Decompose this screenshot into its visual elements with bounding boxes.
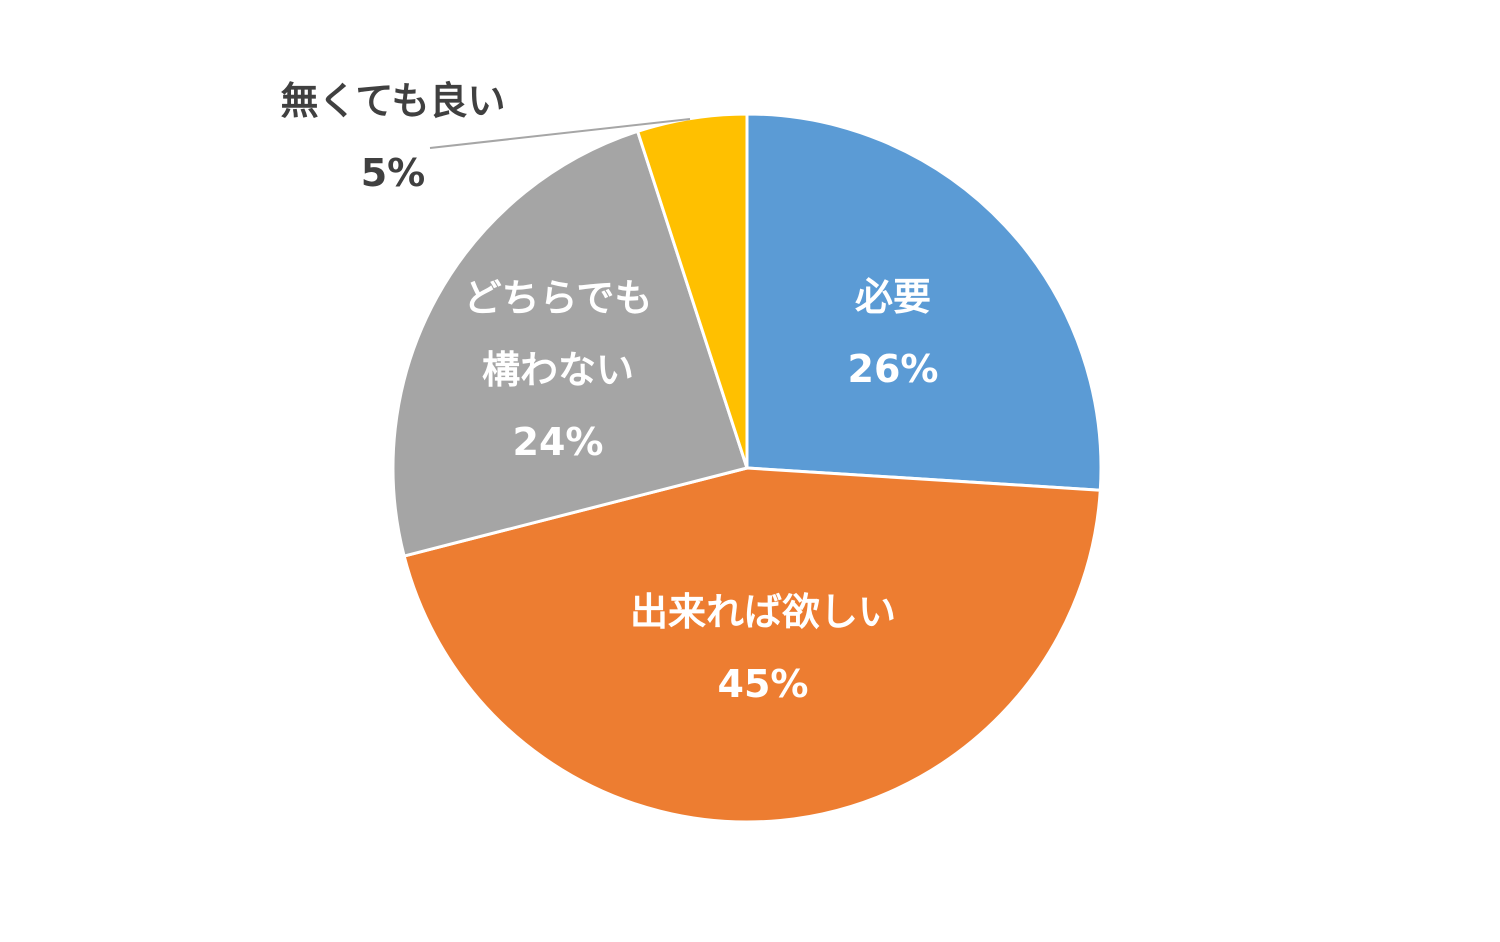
category-label-necessary: 必要 xyxy=(855,275,931,319)
percent-label-not-needed: 5% xyxy=(361,151,426,195)
pie-slice-want-if-possible xyxy=(402,466,1102,824)
leader-line-not-needed xyxy=(429,118,691,149)
data-label-want-if-possible: 出来れば欲しい 45% xyxy=(630,590,896,706)
category-label-not-needed: 無くても良い xyxy=(281,79,506,123)
percent-label-either-fine: 24% xyxy=(513,420,604,464)
pie-slice-either-fine xyxy=(391,129,749,558)
percent-label-want-if-possible: 45% xyxy=(718,662,809,706)
pie-slice-necessary xyxy=(745,112,1103,492)
category-label-want-if-possible: 出来れば欲しい xyxy=(630,590,896,634)
category-label-either-fine: 構わない xyxy=(482,348,634,392)
percent-label-necessary: 26% xyxy=(848,347,939,391)
slices-layer xyxy=(391,112,1103,824)
pie-slice-not-needed xyxy=(636,112,749,470)
category-label-either-fine: どちらでも xyxy=(464,276,653,320)
data-label-not-needed: 無くても良い 5% xyxy=(281,79,506,195)
data-label-necessary: 必要 26% xyxy=(848,275,939,391)
leader-lines-layer xyxy=(429,118,691,149)
